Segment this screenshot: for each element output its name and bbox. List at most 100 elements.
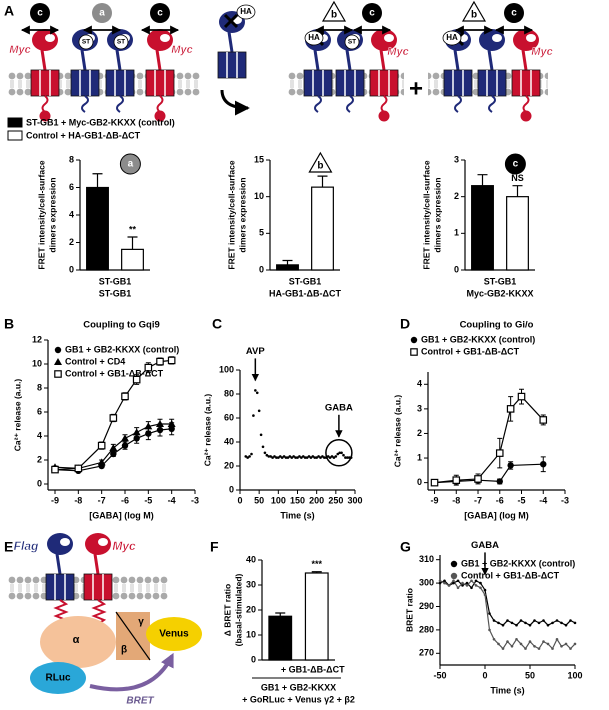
transition-arrow xyxy=(220,89,250,116)
marker xyxy=(560,621,563,625)
x-tick-label: -8 xyxy=(452,495,460,505)
badge-circle xyxy=(30,3,50,23)
x-tick-label: -4 xyxy=(168,495,176,505)
marker xyxy=(278,455,282,458)
y-tick-label: 0 xyxy=(229,484,234,494)
x-axis-label: ST-GB1 xyxy=(289,276,322,286)
receptor-stalk xyxy=(379,49,386,71)
x-tick-label: -9 xyxy=(431,495,439,505)
marker xyxy=(319,456,322,459)
y-axis-label: FRET intensity/cell-surface xyxy=(226,160,236,269)
marker xyxy=(479,581,482,585)
x-axis-label: HA-GB1-ΔB-ΔCT xyxy=(269,288,341,298)
g-alpha xyxy=(40,616,116,668)
marker xyxy=(465,584,469,587)
marker xyxy=(121,442,129,449)
venus xyxy=(146,617,202,651)
marker xyxy=(515,623,518,627)
x-tick-label: 250 xyxy=(328,495,343,505)
marker xyxy=(156,420,164,427)
y-tick-label: 0 xyxy=(37,478,42,488)
y-axis-label: FRET intensity/cell-surface xyxy=(421,160,431,269)
y-tick-label: 10 xyxy=(246,629,256,639)
marker xyxy=(280,456,284,459)
marker xyxy=(569,647,572,650)
y-axis-label: dimers expression xyxy=(237,177,247,252)
receptor-stalk xyxy=(487,49,494,71)
marker xyxy=(456,579,460,583)
badge-triangle xyxy=(321,0,347,22)
y-tick-label: 20 xyxy=(246,604,256,614)
annotation: AVP xyxy=(246,346,265,357)
subunit-label: β xyxy=(121,645,127,656)
y-tick-label: 6 xyxy=(69,182,74,192)
error-bar xyxy=(477,174,488,186)
legend-marker xyxy=(54,370,62,378)
legend-swatch xyxy=(7,117,23,128)
x-tick-label: -50 xyxy=(433,670,446,680)
x-axis-label: + GoRLuc + Venus γ2 + β2 xyxy=(242,694,355,704)
marker xyxy=(271,456,274,459)
rluc-label: RLuc xyxy=(46,673,71,684)
marker xyxy=(447,584,451,587)
badge-text: b xyxy=(331,10,337,21)
marker xyxy=(246,456,249,459)
significance: *** xyxy=(311,559,322,569)
marker xyxy=(533,644,536,648)
marker xyxy=(506,405,515,413)
panel-label: F xyxy=(210,539,219,555)
marker xyxy=(510,644,514,648)
y-tick-label: 100 xyxy=(219,364,234,374)
marker xyxy=(474,579,478,583)
receptor-tm xyxy=(217,51,247,79)
badge-text: c xyxy=(37,8,43,19)
x-tick-label: 200 xyxy=(309,495,324,505)
x-axis-label: ST-GB1 xyxy=(99,288,132,298)
tag-text: ST xyxy=(348,39,356,46)
tail-ball xyxy=(154,110,166,122)
x-axis-label: ST-GB1 xyxy=(484,276,517,286)
marker xyxy=(465,581,469,585)
marker xyxy=(519,619,523,622)
marker xyxy=(265,453,269,457)
marker xyxy=(456,586,460,590)
annotation-circle xyxy=(325,439,353,467)
badge-text: c xyxy=(369,8,375,19)
legend-label: Control + CD4 xyxy=(65,356,125,366)
x-axis-label: Myc-GB2-KKXX xyxy=(466,288,533,298)
marker xyxy=(524,647,527,650)
marker xyxy=(74,464,83,473)
y-tick-label: 30 xyxy=(246,579,256,589)
receptor-tail xyxy=(346,95,354,113)
marker xyxy=(282,455,286,458)
subunit-label: α xyxy=(73,634,80,646)
y-tick-label: 290 xyxy=(419,601,434,611)
error-bar xyxy=(317,175,328,188)
marker xyxy=(311,455,315,458)
marker xyxy=(290,456,294,459)
marker xyxy=(51,465,59,474)
bar xyxy=(506,196,529,271)
tag-bubble xyxy=(304,30,324,46)
receptor-tail xyxy=(314,95,322,113)
marker xyxy=(121,434,129,442)
bret-arrow xyxy=(89,652,174,692)
marker xyxy=(257,409,261,413)
marker xyxy=(501,623,505,627)
tail-ball xyxy=(378,110,390,122)
marker xyxy=(300,456,303,459)
marker xyxy=(336,452,340,456)
marker xyxy=(546,623,550,627)
y-tick-label: 300 xyxy=(419,577,434,587)
legend-label: GB1 + GB2-KKXX (control) xyxy=(421,334,535,344)
legend-label: Control + GB1-ΔB-ΔCT xyxy=(421,346,520,356)
marker xyxy=(517,392,526,401)
receptor-tail xyxy=(522,95,530,113)
badge-text: a xyxy=(99,8,105,19)
y-axis-label: Ca²⁺ release (a.u.) xyxy=(12,379,22,452)
x-tick-label: -8 xyxy=(74,495,82,505)
x-axis-label: Time (s) xyxy=(490,685,524,695)
tag-text: HA xyxy=(308,33,320,42)
marker xyxy=(555,637,559,641)
receptor-stalk xyxy=(345,49,352,71)
